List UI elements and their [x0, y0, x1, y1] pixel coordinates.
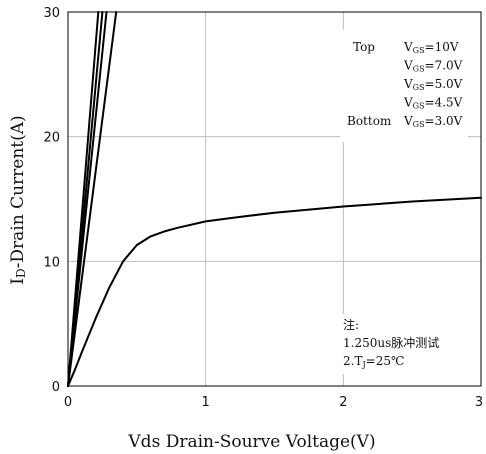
- y-tick-label: 10: [43, 255, 60, 270]
- x-axis-label: Vds Drain-Sourve Voltage(V): [127, 432, 375, 452]
- notes-line-1: 1.250us脉冲测试: [343, 335, 439, 350]
- legend-label: Top: [353, 40, 375, 54]
- notes-line-2: 2.TJ=25℃: [343, 354, 404, 369]
- curves: [67, 11, 482, 387]
- y-tick-label: 20: [43, 131, 60, 146]
- x-tick-label: 3: [475, 395, 483, 410]
- notes-title: 注:: [343, 317, 359, 332]
- y-tick-label: 30: [43, 6, 60, 21]
- series-line-4: [67, 11, 118, 387]
- x-tick-label: 2: [339, 395, 347, 410]
- legend-entry: VGS=10V: [403, 40, 459, 55]
- legend-entry: VGS=4.5V: [403, 96, 463, 111]
- x-tick-label: 0: [64, 395, 72, 410]
- legend: Top VGS=10V VGS=7.0V VGS=5.0V VGS=4.5V Bottom…: [340, 30, 468, 142]
- legend-entry: VGS=7.0V: [403, 59, 463, 74]
- legend-label: Bottom: [347, 114, 392, 128]
- series-line-5: [67, 196, 482, 387]
- legend-entry: VGS=5.0V: [403, 77, 463, 92]
- y-axis-label: ID-Drain Current(A): [8, 115, 28, 284]
- x-tick-label: 1: [202, 395, 210, 410]
- legend-entry: VGS=3.0V: [403, 114, 463, 129]
- plot-frame: [67, 11, 482, 387]
- test-notes: 注: 1.250us脉冲测试 2.TJ=25℃: [336, 314, 468, 374]
- y-tick-label: 0: [52, 380, 60, 395]
- x-tick-labels: 0 1 2 3: [64, 395, 483, 410]
- y-tick-labels: 0 10 20 30: [43, 6, 60, 395]
- series-line-3: [67, 11, 108, 387]
